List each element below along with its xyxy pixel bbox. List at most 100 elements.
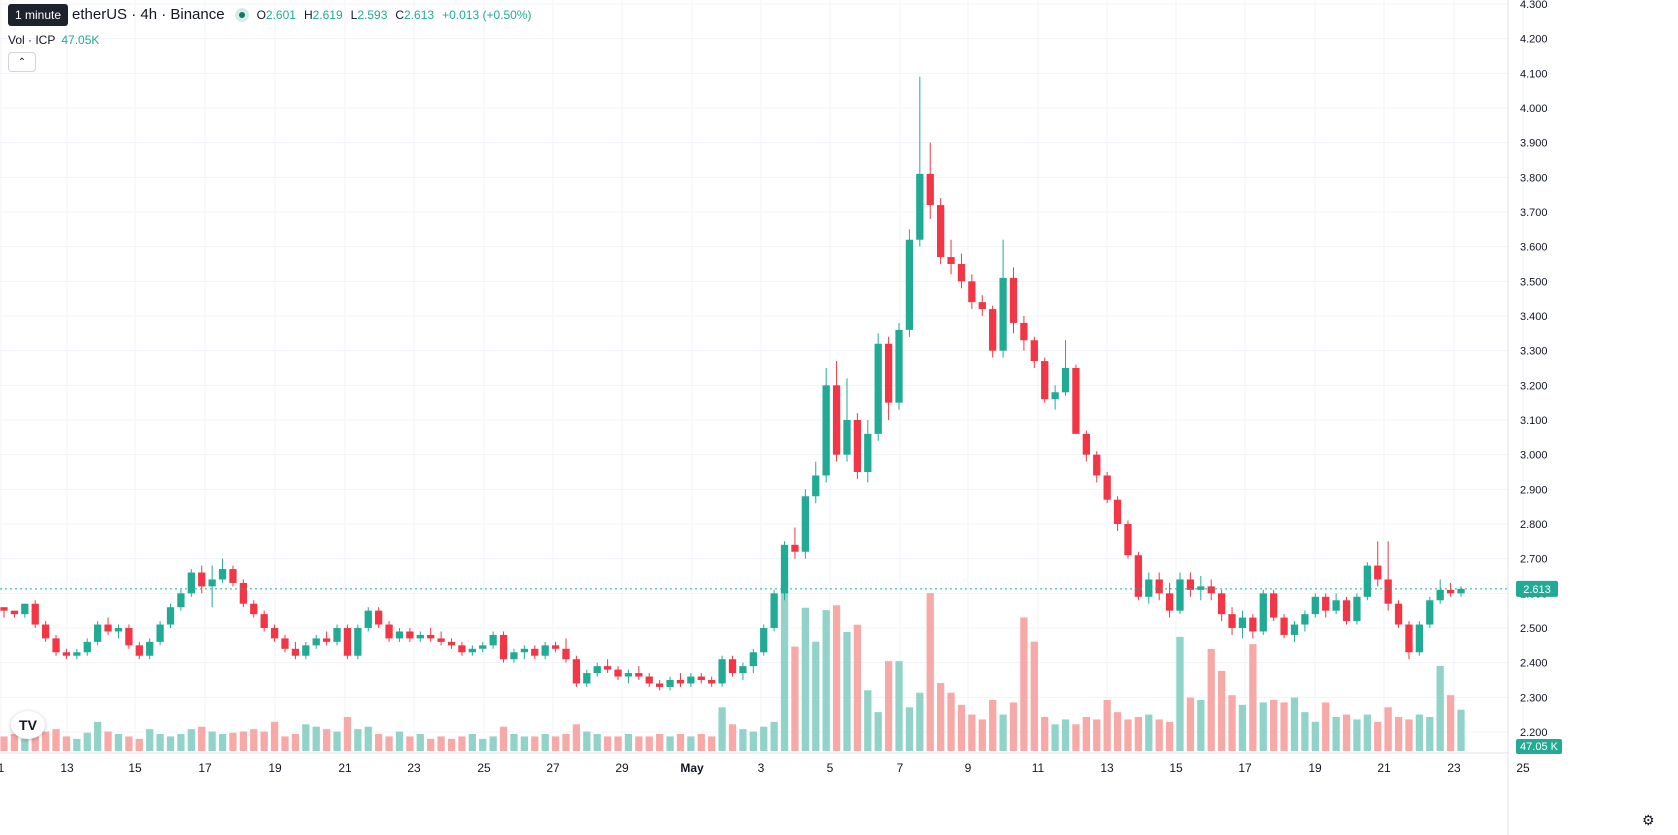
symbol-legend[interactable]: etherUS · 4h · Binance O2.601 H2.619 L2.…: [8, 6, 531, 23]
volume-bar: [354, 729, 362, 751]
price-tick-label: 2.500: [1520, 623, 1548, 635]
volume-bar: [1020, 617, 1028, 751]
price-tick-label: 3.000: [1520, 450, 1548, 462]
volume-bar: [1061, 719, 1070, 751]
candle-body: [645, 676, 653, 684]
candle-body: [1238, 617, 1247, 628]
candle-body: [1072, 368, 1080, 434]
price-tick-label: 3.300: [1520, 346, 1548, 358]
symbol-title[interactable]: etherUS · 4h · Binance: [72, 6, 225, 23]
volume-bar: [1030, 641, 1038, 751]
volume-bar: [208, 731, 216, 751]
candle-body: [1051, 392, 1059, 400]
candle-body: [1061, 368, 1070, 393]
candle-body: [780, 544, 789, 594]
candle-body: [1457, 588, 1465, 594]
time-tick-label: 5: [827, 761, 834, 775]
candle-body: [812, 475, 820, 497]
candle-body: [447, 641, 456, 646]
candle-body: [375, 610, 383, 625]
volume-bar: [114, 734, 123, 751]
volume-bar: [270, 721, 279, 751]
candle-body: [1113, 499, 1122, 524]
volume-bar: [978, 719, 986, 751]
collapse-legend-button[interactable]: ⌃: [8, 52, 36, 72]
candle-body: [520, 648, 528, 653]
price-tick-label: 4.100: [1520, 68, 1548, 80]
candle-body: [905, 239, 914, 330]
price-tick-label: 2.800: [1520, 519, 1548, 531]
candle-body: [312, 638, 320, 646]
candle-body: [791, 544, 799, 552]
volume-bar: [937, 683, 945, 751]
candle-body: [1342, 600, 1351, 622]
volume-bar: [1280, 702, 1288, 751]
time-tick-label: 21: [338, 761, 352, 775]
volume-bar: [624, 734, 633, 751]
volume-bar: [760, 726, 768, 751]
candle-body: [291, 648, 300, 656]
volume-bar: [385, 736, 393, 751]
volume-bar: [416, 734, 424, 751]
candle-body: [94, 624, 102, 642]
volume-bar: [812, 641, 820, 751]
volume-bar: [468, 734, 476, 751]
volume-bar: [874, 712, 882, 751]
time-tick-label: 19: [268, 761, 282, 775]
candle-body: [41, 624, 50, 639]
price-tick-label: 2.700: [1520, 554, 1548, 566]
candle-body: [656, 683, 664, 687]
candle-body: [1311, 596, 1319, 615]
candle-body: [916, 173, 924, 240]
volume-bar: [1165, 721, 1174, 751]
volume-badge-text: 47.05 K: [1520, 741, 1559, 753]
candle-body: [635, 673, 643, 677]
time-tick-label: 25: [477, 761, 491, 775]
volume-bar: [676, 734, 685, 751]
price-tick-label: 2.200: [1520, 727, 1548, 739]
candle-body: [999, 277, 1007, 351]
candle-body: [1041, 361, 1049, 400]
candle-body: [853, 420, 862, 472]
volume-bar: [479, 738, 487, 751]
candle-body: [458, 645, 466, 653]
volume-bar: [801, 607, 809, 751]
candle-body: [1405, 624, 1413, 653]
volume-bar: [260, 731, 268, 751]
candle-body: [666, 680, 674, 687]
volume-bar: [291, 734, 300, 751]
settings-gear-icon[interactable]: ⚙: [1642, 812, 1655, 828]
volume-bar: [957, 704, 966, 751]
tradingview-logo-icon[interactable]: TV: [11, 711, 45, 739]
candle-body: [947, 257, 955, 264]
candle-body: [968, 281, 976, 303]
candle-body: [708, 680, 716, 684]
volume-bar: [229, 732, 237, 751]
candle-body: [1134, 555, 1143, 597]
volume-legend[interactable]: Vol · ICP 47.05K: [8, 33, 99, 47]
candle-body: [62, 652, 71, 656]
candle-body: [1103, 475, 1111, 500]
candle-body: [322, 638, 331, 642]
candle-body: [510, 652, 518, 660]
volume-bar: [1134, 717, 1143, 751]
candle-body: [31, 603, 39, 625]
volume-bar: [1415, 714, 1424, 751]
volume-bar: [52, 729, 60, 751]
volume-bar: [1176, 636, 1184, 751]
candle-body: [406, 631, 414, 639]
time-tick-label: 15: [1169, 761, 1183, 775]
price-tick-label: 3.100: [1520, 415, 1548, 427]
candle-body: [499, 634, 508, 660]
time-tick-label: 27: [546, 761, 560, 775]
volume-bar: [1103, 700, 1111, 751]
candle-body: [728, 659, 737, 674]
candle-body: [1207, 586, 1215, 594]
candle-body: [218, 569, 227, 580]
candle-body: [801, 496, 809, 552]
volume-bar: [21, 738, 29, 751]
volume-bar: [1155, 719, 1163, 751]
volume-bar: [520, 736, 528, 751]
